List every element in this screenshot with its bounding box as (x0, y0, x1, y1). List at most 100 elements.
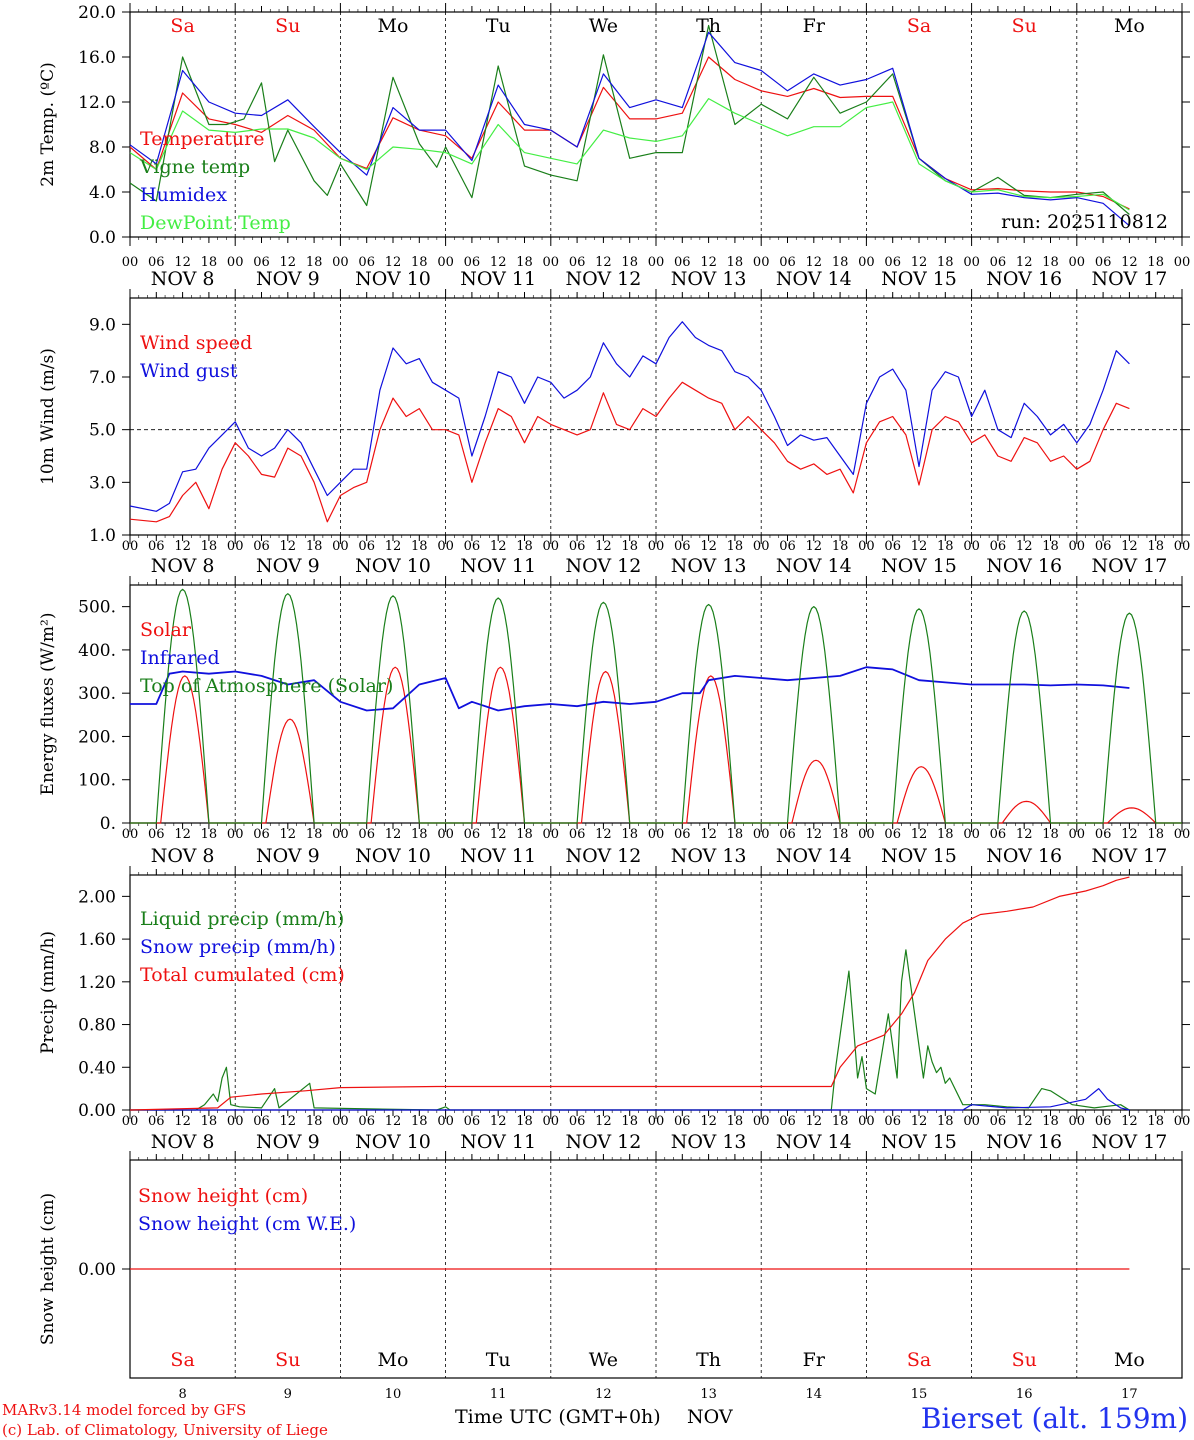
weekday-label: Mo (1114, 1349, 1145, 1371)
day-number-label: 16 (1016, 1387, 1033, 1402)
date-label: NOV 8 (151, 268, 215, 290)
hour-tick-label: 18 (516, 1114, 533, 1129)
hour-tick-label: 12 (1016, 539, 1033, 554)
date-label: NOV 8 (151, 845, 215, 867)
hour-tick-label: 00 (963, 255, 980, 270)
hour-tick-label: 00 (227, 1114, 244, 1129)
hour-tick-label: 00 (1069, 827, 1086, 842)
hour-tick-label: 00 (963, 827, 980, 842)
weekday-label: Tu (486, 15, 511, 37)
hour-tick-label: 06 (674, 539, 691, 554)
hour-tick-label: 18 (411, 539, 428, 554)
hour-tick-label: 18 (832, 255, 849, 270)
date-label: NOV 12 (565, 555, 641, 577)
series-line-humidex (129, 31, 1130, 227)
hour-tick-label: 00 (963, 1114, 980, 1129)
y-tick-label: 5.0 (89, 421, 116, 441)
hour-tick-label: 06 (464, 255, 481, 270)
weekday-label: Fr (803, 1349, 826, 1371)
weekday-label: Sa (170, 15, 194, 37)
hour-tick-label: 00 (963, 539, 980, 554)
panel-temp: 0.0 4.0 8.0 12.0 16.0 20.0 2m Temp. (ºC) 00 06 12… (38, 3, 1190, 290)
date-label: NOV 14 (776, 268, 852, 290)
weekday-label: Su (275, 15, 300, 37)
date-label: NOV 8 (151, 555, 215, 577)
hour-tick-label: 18 (411, 1114, 428, 1129)
hour-tick-label: 12 (385, 827, 402, 842)
hour-tick-label: 12 (1121, 827, 1138, 842)
legend-entry: Solar (140, 619, 192, 641)
hour-tick-label: 12 (911, 1114, 928, 1129)
date-label: NOV 15 (881, 845, 957, 867)
y-tick-label: 200. (78, 727, 116, 747)
hour-tick-label: 06 (253, 255, 270, 270)
series-line-infrared (130, 666, 1130, 712)
hour-tick-label: 06 (779, 1114, 796, 1129)
legend-entry: Infrared (140, 647, 220, 669)
hour-tick-label: 18 (306, 255, 323, 270)
hour-tick-label: 12 (1121, 255, 1138, 270)
hour-tick-label: 18 (201, 539, 218, 554)
hour-tick-label: 12 (595, 827, 612, 842)
hour-tick-label: 06 (990, 827, 1007, 842)
hour-tick-label: 00 (122, 827, 139, 842)
hour-tick-label: 18 (1147, 1114, 1164, 1129)
y-tick-label: 300. (78, 684, 116, 704)
y-axis-label: 10m Wind (m/s) (38, 348, 58, 485)
date-label: NOV 11 (460, 1131, 536, 1153)
hour-tick-label: 18 (937, 827, 954, 842)
hour-tick-label: 00 (648, 255, 665, 270)
hour-tick-label: 00 (122, 1114, 139, 1129)
model-credit: MARv3.14 model forced by GFS (2, 1401, 246, 1419)
hour-tick-label: 00 (1069, 255, 1086, 270)
hour-tick-label: 12 (490, 1114, 507, 1129)
hour-tick-label: 00 (858, 539, 875, 554)
hour-tick-label: 12 (280, 1114, 297, 1129)
hour-tick-label: 00 (858, 1114, 875, 1129)
lab-credit: (c) Lab. of Climatology, University of L… (2, 1421, 328, 1439)
hour-tick-label: 12 (385, 255, 402, 270)
panel-energy: 0. 100. 200. 300. 400. 500. Energy fluxes (W/m… (38, 576, 1190, 867)
legend-entry: Humidex (140, 184, 227, 206)
weekday-label: Su (275, 1349, 300, 1371)
hour-tick-label: 12 (280, 255, 297, 270)
date-label: NOV 16 (986, 555, 1062, 577)
hour-tick-label: 00 (1069, 539, 1086, 554)
hour-tick-label: 18 (201, 1114, 218, 1129)
station-name: Bierset (alt. 159m) (921, 1402, 1188, 1435)
hour-tick-label: 12 (1016, 1114, 1033, 1129)
hour-tick-label: 06 (990, 255, 1007, 270)
day-number-label: 10 (385, 1387, 402, 1402)
hour-tick-label: 12 (385, 539, 402, 554)
hour-tick-label: 18 (1147, 827, 1164, 842)
day-number-label: 13 (700, 1387, 717, 1402)
y-tick-label: 1.20 (78, 973, 116, 993)
legend-entry: DewPoint Temp (140, 212, 291, 234)
date-label: NOV 14 (776, 555, 852, 577)
y-tick-label: 500. (78, 598, 116, 618)
y-tick-label: 1.60 (78, 930, 116, 950)
hour-tick-label: 06 (253, 1114, 270, 1129)
y-tick-label: 100. (78, 771, 116, 791)
hour-tick-label: 18 (1042, 1114, 1059, 1129)
y-tick-label: 2.00 (78, 887, 116, 907)
date-label: NOV 9 (256, 845, 320, 867)
hour-tick-label: 06 (1095, 1114, 1112, 1129)
day-number-label: 17 (1121, 1387, 1138, 1402)
date-label: NOV 13 (671, 555, 747, 577)
hour-tick-label: 00 (858, 255, 875, 270)
hour-tick-label: 06 (464, 1114, 481, 1129)
hour-tick-label: 18 (201, 827, 218, 842)
hour-tick-label: 00 (332, 1114, 349, 1129)
date-label: NOV 17 (1091, 1131, 1167, 1153)
run-label: run: 2025110812 (1001, 211, 1168, 233)
day-number-label: 12 (595, 1387, 612, 1402)
footer: MARv3.14 model forced by GFS (c) Lab. of… (2, 1401, 1188, 1439)
hour-tick-label: 12 (911, 539, 928, 554)
weekday-label: Sa (907, 15, 931, 37)
legend-entry: Top of Atmosphere (Solar) (140, 675, 393, 697)
y-tick-label: 400. (78, 641, 116, 661)
day-number-label: 11 (490, 1387, 507, 1402)
hour-tick-label: 12 (911, 827, 928, 842)
